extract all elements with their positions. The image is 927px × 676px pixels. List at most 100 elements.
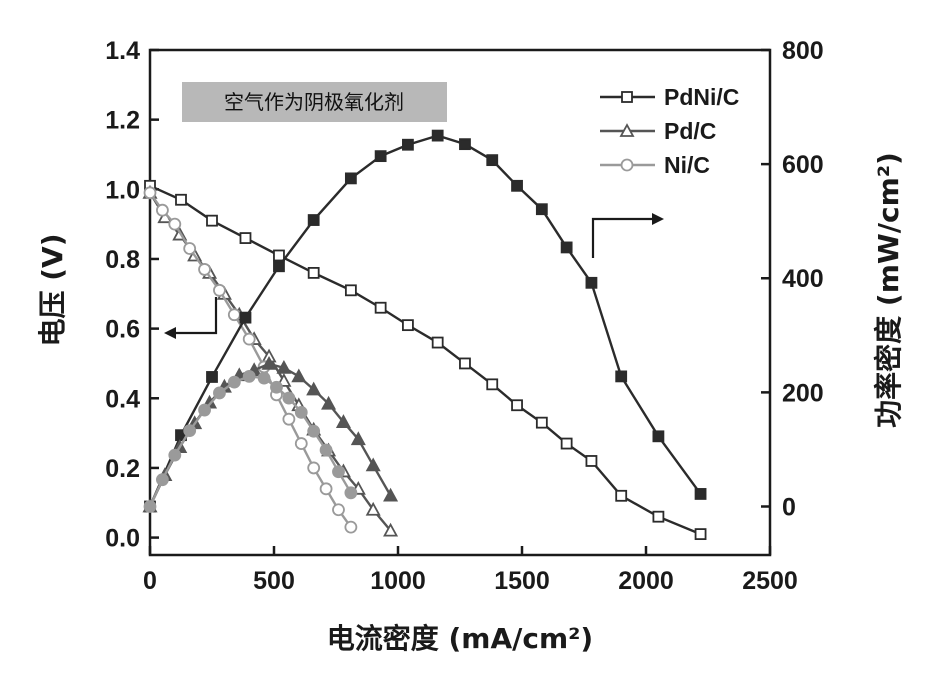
power-point (345, 487, 356, 498)
power-point (333, 466, 344, 477)
polarization-point (157, 205, 168, 216)
left-axis-arrow (172, 297, 216, 333)
polarization-point (537, 418, 547, 428)
right-axis-arrowhead (652, 213, 664, 225)
polarization-point (586, 456, 596, 466)
power-point (696, 489, 706, 499)
polarization-point (207, 216, 217, 226)
power-point (562, 242, 572, 252)
power-point (653, 431, 663, 441)
power-point (293, 370, 305, 381)
power-point (283, 393, 294, 404)
polarization-point (184, 243, 195, 254)
power-point (385, 490, 397, 501)
polarization-point (244, 334, 255, 345)
legend-label: Ni/C (664, 152, 710, 178)
polarization-point (376, 303, 386, 313)
polarization-point (460, 358, 470, 368)
power-point (460, 139, 470, 149)
power-point (512, 181, 522, 191)
polarization-line (150, 186, 701, 534)
power-point (199, 405, 210, 416)
y-axis-left-label: 电压 (V) (36, 233, 69, 346)
power-series (145, 131, 706, 512)
power-point (271, 382, 282, 393)
y-left-tick-label: 0.8 (105, 246, 140, 274)
polarization-point (308, 462, 319, 473)
polarization-point (562, 439, 572, 449)
power-point (346, 173, 356, 183)
y-right-tick-label: 200 (782, 379, 824, 407)
polarization-point (616, 491, 626, 501)
polarization-point (696, 529, 706, 539)
power-point (321, 445, 332, 456)
power-point (586, 278, 596, 288)
power-point (207, 372, 217, 382)
polarization-series (145, 181, 706, 539)
x-tick-label: 500 (253, 567, 295, 595)
annotation-text: 空气作为阴极氧化剂 (224, 90, 404, 114)
power-point (296, 407, 307, 418)
power-point (433, 131, 443, 141)
series-layer (144, 131, 706, 540)
legend-label: Pd/C (664, 118, 716, 144)
y-right-tick-label: 600 (782, 151, 824, 179)
power-point (537, 204, 547, 214)
polarization-point (199, 264, 210, 275)
power-point (274, 261, 284, 271)
power-point (309, 215, 319, 225)
polarization-point (240, 233, 250, 243)
x-tick-label: 1500 (494, 567, 550, 595)
y-left-tick-label: 0.6 (105, 316, 140, 344)
x-axis-label: 电流密度 (mA/cm²) (327, 622, 593, 655)
polarization-point (309, 268, 319, 278)
polarization-point (296, 438, 307, 449)
x-tick-label: 1000 (370, 567, 426, 595)
power-point (214, 387, 225, 398)
power-point (229, 377, 240, 388)
legend-label: PdNi/C (664, 84, 739, 110)
y-right-tick-label: 400 (782, 265, 824, 293)
power-point (244, 371, 255, 382)
x-tick-label: 2500 (742, 567, 798, 595)
polarization-point (214, 285, 225, 296)
power-point (169, 450, 180, 461)
y-right-tick-label: 0 (782, 493, 796, 521)
polarization-point (487, 379, 497, 389)
power-point (487, 155, 497, 165)
power-point (376, 151, 386, 161)
y-left-tick-label: 0.4 (105, 385, 140, 413)
y-right-tick-label: 800 (782, 37, 824, 65)
legend-marker (622, 160, 633, 171)
polarization-point (433, 338, 443, 348)
power-point (308, 426, 319, 437)
legend-marker (622, 92, 632, 102)
y-left-tick-label: 0.0 (105, 525, 140, 553)
power-point (367, 459, 379, 470)
polarization-point (653, 512, 663, 522)
y-left-tick-label: 0.2 (105, 455, 140, 483)
polarization-point (512, 400, 522, 410)
x-tick-label: 2000 (618, 567, 674, 595)
y-left-tick-label: 1.4 (105, 37, 140, 65)
power-point (240, 313, 250, 323)
polarization-point (229, 309, 240, 320)
power-line (150, 136, 701, 507)
polarization-point (274, 250, 284, 260)
polarization-point (333, 504, 344, 515)
legend: PdNi/C Pd/C Ni/C (600, 84, 739, 178)
y-left-tick-label: 1.0 (105, 176, 140, 204)
polarization-point (403, 320, 413, 330)
x-tick-label: 0 (143, 567, 157, 595)
power-point (616, 371, 626, 381)
polarization-point (169, 219, 180, 230)
polarization-point (145, 187, 156, 198)
polarization-point (346, 285, 356, 295)
power-point (259, 373, 270, 384)
power-point (145, 501, 156, 512)
polarization-point (176, 195, 186, 205)
y-axis-right-label: 功率密度 (mW/cm²) (872, 152, 905, 428)
power-point (403, 140, 413, 150)
